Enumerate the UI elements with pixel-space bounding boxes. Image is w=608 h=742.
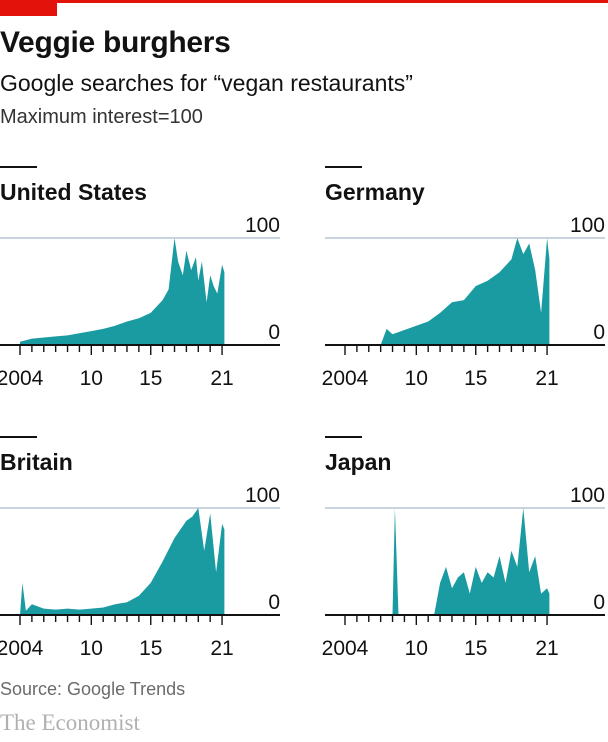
y-tick-label-100: 100 bbox=[245, 214, 280, 237]
panel-britain: Britain 100 0 2004 10 15 21 bbox=[0, 436, 280, 660]
panel-united-states: United States 100 0 2004 10 15 21 bbox=[0, 166, 280, 390]
panel-germany: Germany 100 0 2004 10 15 21 bbox=[322, 166, 605, 390]
y-tick-label-100: 100 bbox=[245, 484, 280, 507]
x-tick-label: 10 bbox=[405, 367, 428, 390]
x-tick-label: 21 bbox=[535, 637, 558, 660]
x-tick-label: 15 bbox=[464, 637, 487, 660]
y-tick-label-100: 100 bbox=[570, 214, 605, 237]
panel-japan: Japan 100 0 2004 10 15 21 bbox=[322, 436, 605, 660]
panel-title: Japan bbox=[325, 449, 391, 475]
panel-title: United States bbox=[0, 179, 147, 205]
series-area bbox=[345, 238, 550, 345]
x-tick-label: 15 bbox=[139, 637, 162, 660]
y-tick-label-0: 0 bbox=[593, 321, 605, 344]
y-tick-label-0: 0 bbox=[268, 321, 280, 344]
top-accent-bar bbox=[0, 0, 608, 3]
x-tick-label: 10 bbox=[405, 637, 428, 660]
x-tick-label: 15 bbox=[139, 367, 162, 390]
red-tab-logo bbox=[0, 0, 57, 16]
x-tick-label: 21 bbox=[210, 637, 233, 660]
source-note: Source: Google Trends bbox=[0, 679, 186, 699]
brand-logo: The Economist bbox=[0, 710, 140, 735]
series-area bbox=[20, 508, 225, 615]
x-tick-label: 10 bbox=[80, 367, 103, 390]
series-area bbox=[345, 508, 550, 615]
y-tick-label-0: 0 bbox=[593, 591, 605, 614]
y-tick-label-0: 0 bbox=[268, 591, 280, 614]
x-tick-label: 15 bbox=[464, 367, 487, 390]
y-tick-label-100: 100 bbox=[570, 484, 605, 507]
x-tick-label: 21 bbox=[535, 367, 558, 390]
x-tick-label: 2004 bbox=[0, 367, 44, 390]
x-tick-label: 2004 bbox=[322, 367, 369, 390]
chart-subtitle: Google searches for “vegan restaurants” bbox=[0, 70, 413, 96]
x-tick-label: 10 bbox=[80, 637, 103, 660]
panel-title: Britain bbox=[0, 449, 73, 475]
chart-title: Veggie burghers bbox=[0, 26, 231, 59]
panel-title: Germany bbox=[325, 179, 425, 205]
x-tick-label: 2004 bbox=[322, 637, 369, 660]
x-tick-label: 21 bbox=[210, 367, 233, 390]
scale-note: Maximum interest=100 bbox=[0, 106, 203, 128]
x-tick-label: 2004 bbox=[0, 637, 44, 660]
series-area bbox=[20, 238, 225, 345]
